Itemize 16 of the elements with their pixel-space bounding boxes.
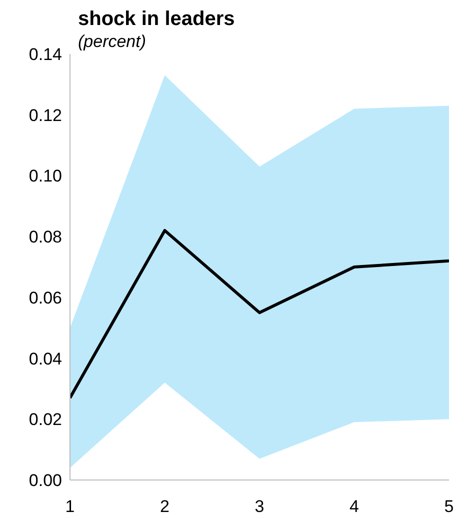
x-tick-label: 1: [65, 497, 75, 516]
x-tick-label: 4: [350, 497, 359, 516]
y-tick-label: 0.10: [28, 166, 62, 186]
line-series: [70, 228, 449, 400]
y-tick-label: 0.14: [28, 45, 62, 64]
x-tick-label: 5: [444, 497, 454, 516]
y-tick-label: 0.08: [28, 228, 62, 247]
y-tick-label: 0.06: [28, 288, 62, 308]
x-tick-label: 2: [160, 497, 170, 516]
chart-subtitle: (percent): [78, 32, 146, 52]
y-tick-label: 0.02: [28, 410, 62, 430]
y-tick-label: 0.00: [28, 471, 62, 490]
y-tick-label: 0.12: [28, 106, 62, 125]
x-tick-label: 3: [254, 497, 264, 516]
y-tick-label: 0.04: [28, 349, 62, 368]
chart-title: shock in leaders: [78, 8, 236, 30]
